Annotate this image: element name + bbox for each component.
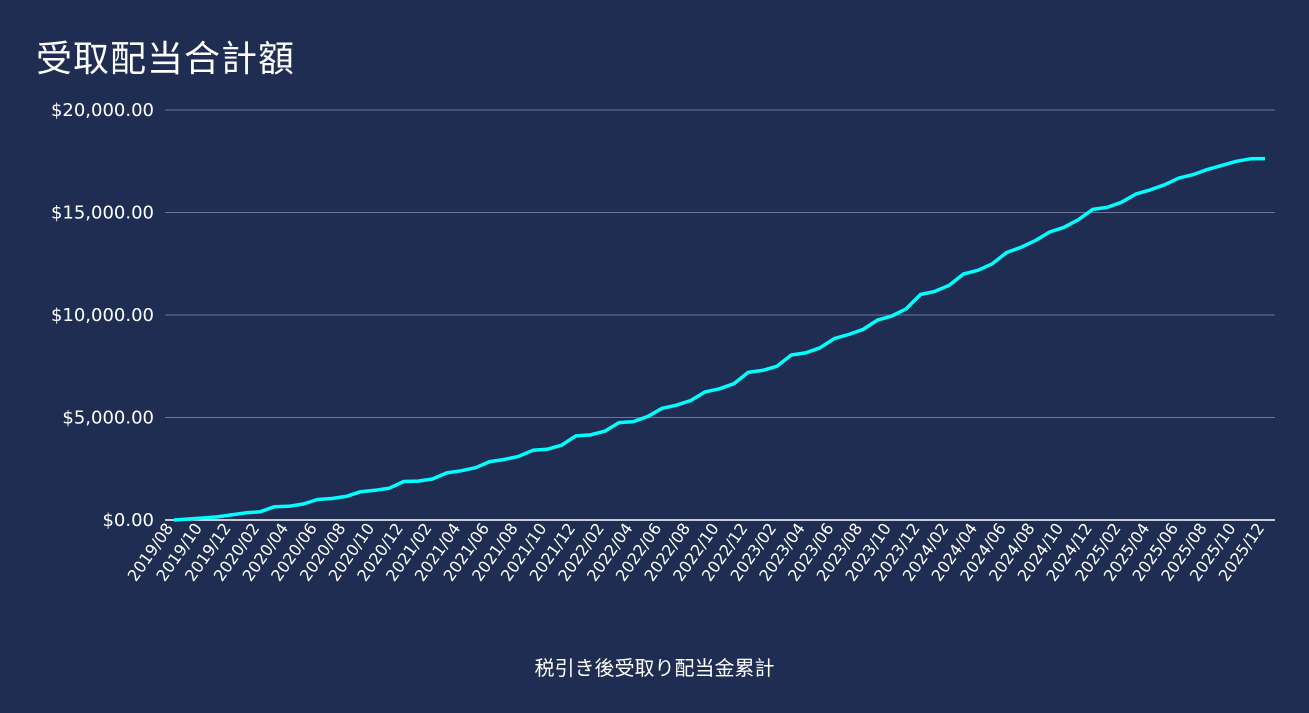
grid-lines [165, 109, 1275, 521]
series-layer [173, 156, 1266, 522]
chart-title: 受取配当合計額 [36, 39, 296, 80]
y-tick-label: $5,000.00 [62, 408, 154, 429]
y-axis-ticks: $0.00 $5,000.00 $10,000.00 $15,000.00 $20,00… [51, 100, 154, 531]
y-tick-label: $10,000.00 [51, 305, 154, 326]
y-tick-label: $15,000.00 [51, 203, 154, 224]
series-line [173, 156, 1266, 522]
y-tick-label: $20,000.00 [51, 100, 154, 121]
x-axis-label: 税引き後受取り配当金累計 [534, 656, 775, 680]
y-tick-label: $0.00 [102, 510, 154, 531]
x-axis-ticks: 2019/082019/102019/122020/022020/042020/… [124, 519, 1269, 584]
